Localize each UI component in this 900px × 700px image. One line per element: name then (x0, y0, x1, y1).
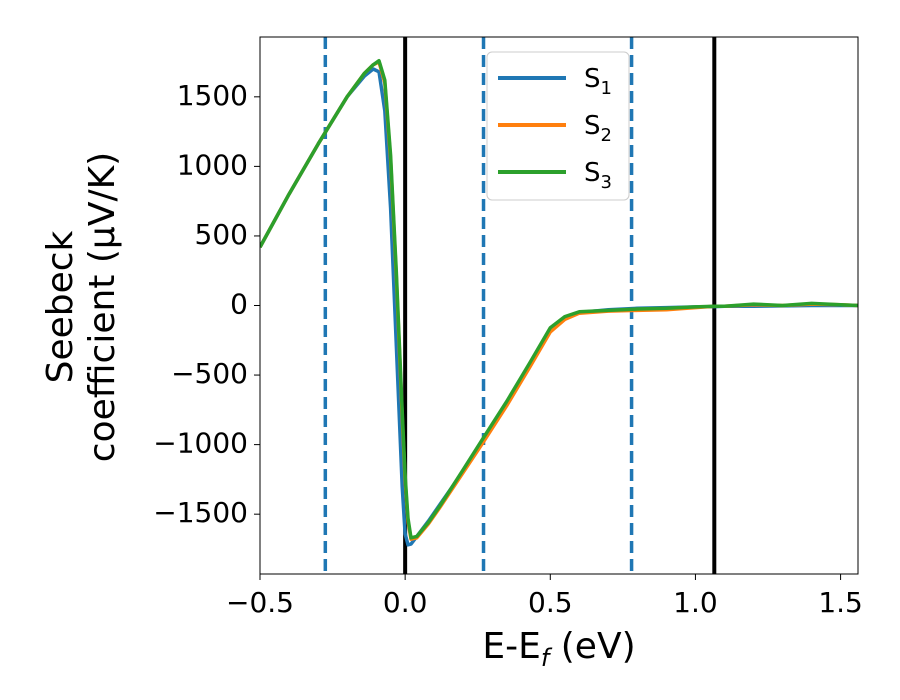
y-axis-label-line2: coefficient (μV/K) (82, 152, 123, 462)
legend-label-s2: S2 (584, 111, 612, 146)
y-tick-label: 1000 (177, 148, 248, 181)
y-axis: 1500 1000 500 0 −500 −1000 −1500 (153, 79, 260, 529)
x-tick-label: 1.0 (673, 586, 718, 619)
series-line-s3 (260, 58, 858, 540)
legend-label-s3: S3 (584, 158, 612, 193)
y-tick-label: 0 (230, 288, 248, 321)
y-tick-label: −500 (171, 357, 248, 390)
x-axis: −0.5 0.0 0.5 1.0 1.5 (226, 574, 863, 619)
y-axis-label-line1: Seebeck (40, 230, 81, 383)
y-tick-label: 1500 (177, 79, 248, 112)
legend-label-s1: S1 (584, 64, 612, 99)
x-tick-label: 1.5 (818, 586, 863, 619)
y-tick-label: 500 (195, 218, 248, 251)
x-tick-label: 0.0 (383, 586, 428, 619)
y-axis-label: Seebeck coefficient (μV/K) (40, 152, 123, 462)
x-axis-label-main: E-E (482, 626, 540, 667)
series-layer (260, 58, 858, 547)
y-tick-label: −1500 (153, 496, 248, 529)
y-tick-label: −1000 (153, 427, 248, 460)
x-axis-label-unit: (eV) (549, 626, 635, 667)
x-tick-label: −0.5 (226, 586, 294, 619)
legend: S1 S2 S3 (486, 51, 630, 201)
x-tick-label: 0.5 (528, 586, 573, 619)
x-axis-label: E-Ef (eV) (482, 626, 635, 672)
